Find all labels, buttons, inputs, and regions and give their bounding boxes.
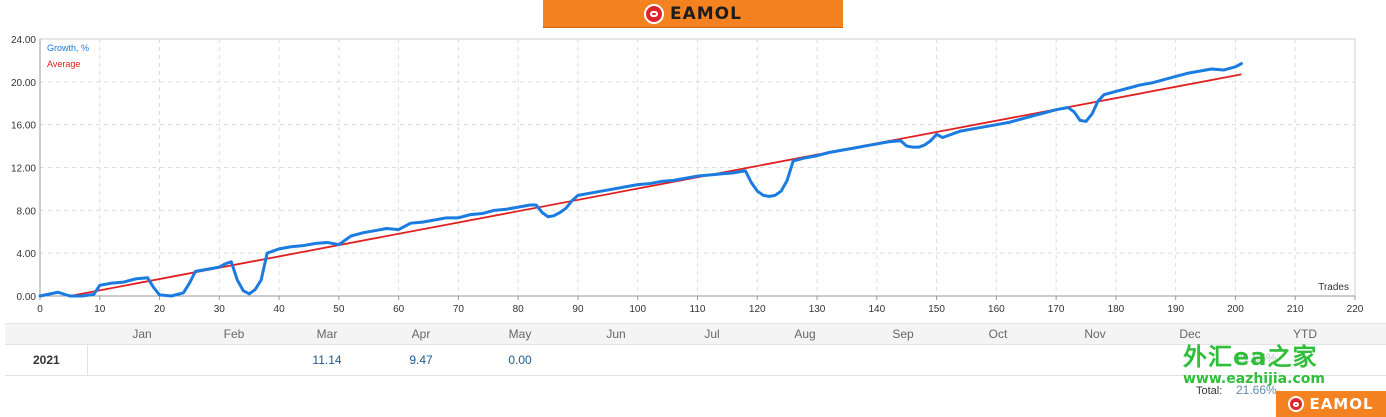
watermark: 外汇ea之家 www.eazhijia.com <box>1183 337 1353 393</box>
x-tick-label: 90 <box>572 304 584 315</box>
chart-axes <box>39 39 1356 300</box>
x-tick-label: 180 <box>1108 304 1125 315</box>
x-tick-label: 150 <box>928 304 945 315</box>
total-label: Total: <box>1196 385 1223 397</box>
month-header-cell: Apr <box>411 327 431 341</box>
x-tick-label: 70 <box>453 304 465 315</box>
month-header-cell: Jul <box>704 327 720 341</box>
x-tick-label: 30 <box>214 304 226 315</box>
top-brand-banner: EAMOL <box>543 0 843 28</box>
x-tick-label: 10 <box>94 304 106 315</box>
monthly-returns-table: Jan Feb Mar Apr May Jun Jul Aug Sep Oct Nov Dec YTD … <box>5 323 1386 376</box>
watermark-cn-text: 外汇ea之家 <box>1183 343 1318 371</box>
x-tick-label: 80 <box>513 304 525 315</box>
ytd-value-obscured: 21.66% <box>1236 351 1277 365</box>
month-header-cell: Aug <box>794 327 816 341</box>
total-value-obscured: 21.66% <box>1236 383 1277 397</box>
chart-series <box>38 62 1243 298</box>
month-header-cell: Nov <box>1084 327 1106 341</box>
y-tick-label: 4.00 <box>17 249 37 260</box>
y-tick-label: 12.00 <box>11 164 36 175</box>
x-tick-label: 100 <box>629 304 646 315</box>
table-row: 2021 11.14 9.47 0.00 <box>5 345 1386 376</box>
x-tick-label: 40 <box>274 304 286 315</box>
growth-chart: 0.00 4.00 8.00 12.00 16.00 20.00 24.00 0 10 20 30 4… <box>11 35 1364 315</box>
y-tick-label: 24.00 <box>11 35 36 46</box>
corner-brand-banner: EAMOL <box>1276 391 1386 417</box>
x-axis-label: Trades <box>1318 282 1349 293</box>
x-tick-label: 210 <box>1287 304 1304 315</box>
month-value-cell: 9.47 <box>409 353 433 367</box>
month-header-cell: Sep <box>892 327 914 341</box>
x-tick-label: 200 <box>1227 304 1244 315</box>
eamol-logo-icon <box>644 3 664 24</box>
month-header-cell: Mar <box>316 327 338 341</box>
month-header-cell: Jun <box>606 327 626 341</box>
x-tick-label: 160 <box>988 304 1005 315</box>
eamol-logo-icon <box>1288 396 1305 412</box>
month-header-cell: YTD <box>1293 327 1317 341</box>
chart-legend: Growth, % Average <box>47 43 89 69</box>
month-header-cell: Feb <box>223 327 245 341</box>
chart-grid <box>39 38 1356 297</box>
x-tick-label: 60 <box>393 304 405 315</box>
x-tick-label: 130 <box>809 304 826 315</box>
x-tick-label: 120 <box>749 304 766 315</box>
x-tick-label: 140 <box>868 304 885 315</box>
month-header-cell: Jan <box>132 327 152 341</box>
x-tick-label: 170 <box>1048 304 1065 315</box>
month-header-cell: Oct <box>988 327 1008 341</box>
corner-brand-text: EAMOL <box>1309 395 1374 413</box>
y-tick-label: 0.00 <box>17 292 37 303</box>
month-header-row: Jan Feb Mar Apr May Jun Jul Aug Sep Oct Nov Dec YTD <box>5 323 1386 345</box>
y-tick-label: 16.00 <box>11 121 36 132</box>
brand-text: EAMOL <box>670 3 742 24</box>
x-tick-label: 0 <box>37 304 43 315</box>
month-header-cell: May <box>508 327 532 341</box>
x-tick-label: 220 <box>1347 304 1364 315</box>
x-tick-label: 20 <box>154 304 166 315</box>
y-tick-label: 8.00 <box>17 206 37 217</box>
brand-logo: EAMOL <box>644 3 742 24</box>
growth-line <box>38 62 1243 298</box>
x-tick-label: 190 <box>1167 304 1184 315</box>
x-tick-label: 110 <box>690 304 706 315</box>
watermark-url: www.eazhijia.com <box>1183 371 1325 387</box>
legend-entry: Average <box>47 59 80 69</box>
row-divider <box>87 345 88 375</box>
x-tick-label: 50 <box>333 304 345 315</box>
month-value-cell: 0.00 <box>508 353 532 367</box>
y-tick-label: 20.00 <box>11 78 36 89</box>
month-value-cell: 11.14 <box>312 353 342 367</box>
year-cell: 2021 <box>33 353 60 367</box>
legend-entry: Growth, % <box>47 43 89 53</box>
month-header-cell: Dec <box>1179 327 1201 341</box>
chart-tick-labels: 0.00 4.00 8.00 12.00 16.00 20.00 24.00 0 10 20 30 4… <box>11 35 1364 315</box>
